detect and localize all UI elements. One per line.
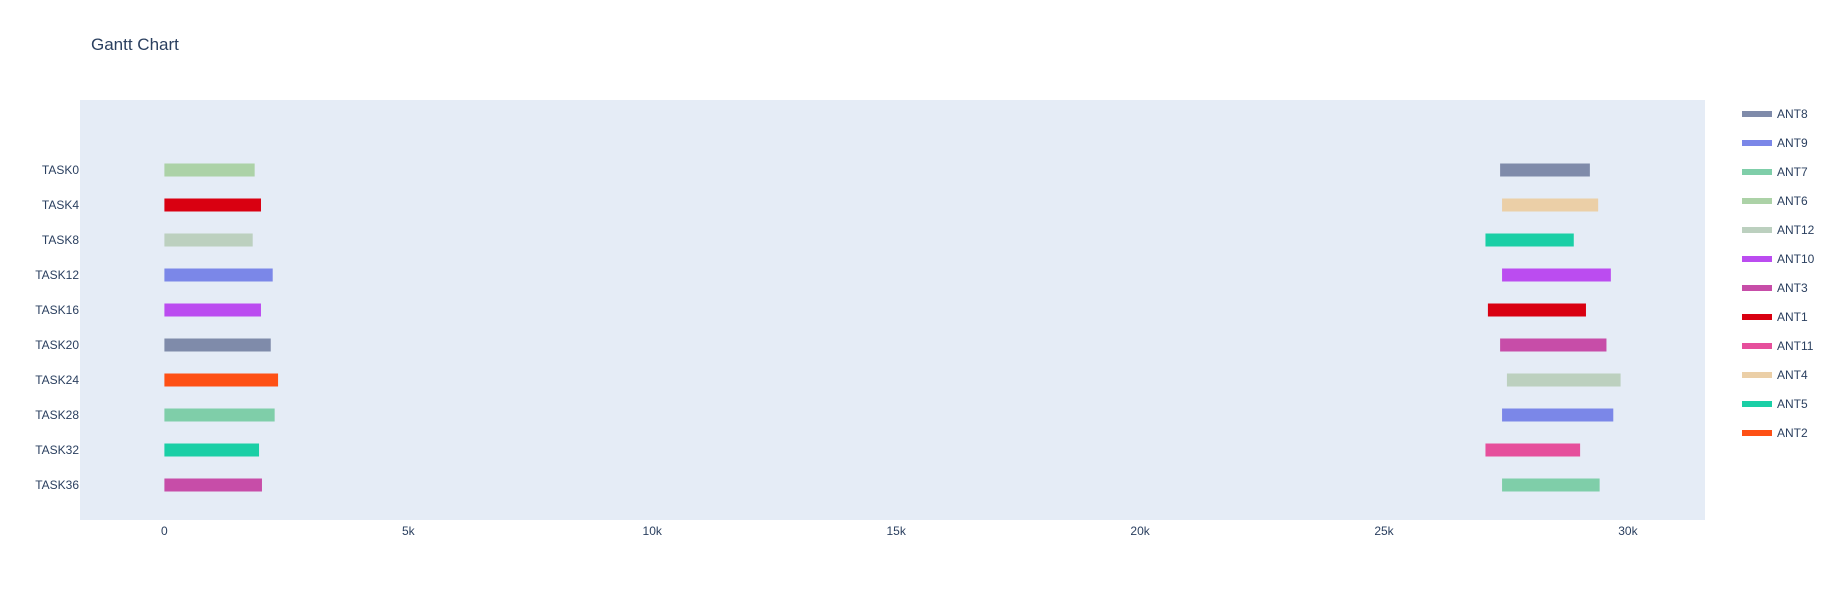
gantt-bar-ant8-task0[interactable] xyxy=(1500,163,1590,177)
gantt-bar-ant3-task20[interactable] xyxy=(1500,338,1607,352)
legend-label: ANT11 xyxy=(1777,339,1814,353)
gantt-bar-ant9-task12[interactable] xyxy=(164,268,273,282)
bar-layer xyxy=(164,163,1621,492)
legend-swatch xyxy=(1742,430,1772,436)
legend-item-ant10[interactable]: ANT10 xyxy=(1742,252,1815,266)
x-tick-label: 0 xyxy=(161,524,168,538)
y-tick-label: TASK24 xyxy=(35,373,79,387)
legend-item-ant6[interactable]: ANT6 xyxy=(1742,194,1808,208)
legend-swatch xyxy=(1742,198,1772,204)
legend-label: ANT4 xyxy=(1777,368,1808,382)
gantt-bar-ant7-task28[interactable] xyxy=(164,408,275,422)
y-tick-label: TASK28 xyxy=(35,408,79,422)
x-tick-label: 30k xyxy=(1618,524,1638,538)
plot-area xyxy=(80,100,1705,520)
legend-item-ant5[interactable]: ANT5 xyxy=(1742,397,1808,411)
legend-item-ant7[interactable]: ANT7 xyxy=(1742,165,1808,179)
legend-swatch xyxy=(1742,227,1772,233)
gantt-bar-ant1-task4[interactable] xyxy=(164,198,261,212)
legend-item-ant12[interactable]: ANT12 xyxy=(1742,223,1815,237)
gantt-bar-ant11-task32[interactable] xyxy=(1485,443,1581,457)
legend-label: ANT3 xyxy=(1777,281,1808,295)
legend-swatch xyxy=(1742,372,1772,378)
legend-label: ANT10 xyxy=(1777,252,1815,266)
legend-label: ANT5 xyxy=(1777,397,1808,411)
legend-item-ant1[interactable]: ANT1 xyxy=(1742,310,1808,324)
legend-swatch xyxy=(1742,314,1772,320)
legend-label: ANT8 xyxy=(1777,107,1808,121)
legend-label: ANT9 xyxy=(1777,136,1808,150)
gantt-bar-ant5-task32[interactable] xyxy=(164,443,260,457)
gantt-bar-ant12-task24[interactable] xyxy=(1506,373,1621,387)
y-tick-label: TASK16 xyxy=(35,303,79,317)
x-axis-ticks: 0 5k 10k 15k 20k 25k 30k xyxy=(161,524,1639,538)
legend-label: ANT7 xyxy=(1777,165,1808,179)
gantt-bar-ant10-task16[interactable] xyxy=(164,303,261,317)
gantt-bar-ant12-task8[interactable] xyxy=(164,233,253,247)
gantt-bar-ant6-task0[interactable] xyxy=(164,163,255,177)
gantt-bar-ant8-task20[interactable] xyxy=(164,338,271,352)
legend-item-ant4[interactable]: ANT4 xyxy=(1742,368,1808,382)
gantt-bar-ant1-task16[interactable] xyxy=(1487,303,1586,317)
gantt-bar-ant4-task4[interactable] xyxy=(1502,198,1599,212)
gantt-bar-ant5-task8[interactable] xyxy=(1485,233,1574,247)
y-tick-label: TASK0 xyxy=(42,163,79,177)
x-tick-label: 5k xyxy=(402,524,416,538)
x-tick-label: 20k xyxy=(1130,524,1150,538)
y-axis-ticks: TASK36 TASK32 TASK28 TASK24 TASK20 TASK16 TASK… xyxy=(35,163,79,492)
legend-swatch xyxy=(1742,343,1772,349)
legend-item-ant11[interactable]: ANT11 xyxy=(1742,339,1814,353)
x-tick-label: 25k xyxy=(1374,524,1394,538)
legend-swatch xyxy=(1742,169,1772,175)
x-tick-label: 10k xyxy=(643,524,663,538)
y-tick-label: TASK32 xyxy=(35,443,79,457)
legend-label: ANT6 xyxy=(1777,194,1808,208)
legend-swatch xyxy=(1742,256,1772,262)
legend-item-ant9[interactable]: ANT9 xyxy=(1742,136,1808,150)
gantt-bar-ant7-task36[interactable] xyxy=(1502,478,1600,492)
y-tick-label: TASK12 xyxy=(35,268,79,282)
legend-swatch xyxy=(1742,140,1772,146)
legend-swatch xyxy=(1742,401,1772,407)
y-tick-label: TASK20 xyxy=(35,338,79,352)
gantt-bar-ant3-task36[interactable] xyxy=(164,478,262,492)
legend-label: ANT12 xyxy=(1777,223,1815,237)
chart-title: Gantt Chart xyxy=(91,35,179,54)
legend-item-ant2[interactable]: ANT2 xyxy=(1742,426,1808,440)
x-tick-label: 15k xyxy=(886,524,906,538)
gantt-bar-ant2-task24[interactable] xyxy=(164,373,279,387)
y-tick-label: TASK4 xyxy=(42,198,79,212)
gantt-bar-ant9-task28[interactable] xyxy=(1502,408,1614,422)
y-tick-label: TASK8 xyxy=(42,233,79,247)
legend-item-ant3[interactable]: ANT3 xyxy=(1742,281,1808,295)
y-tick-label: TASK36 xyxy=(35,478,79,492)
legend-item-ant8[interactable]: ANT8 xyxy=(1742,107,1808,121)
legend-swatch xyxy=(1742,285,1772,291)
legend-label: ANT2 xyxy=(1777,426,1808,440)
legend[interactable]: ANT8 ANT9 ANT7 ANT6 ANT12 ANT10 ANT3 ANT1 ANT11 A… xyxy=(1742,107,1815,440)
legend-label: ANT1 xyxy=(1777,310,1808,324)
legend-swatch xyxy=(1742,111,1772,117)
gantt-bar-ant10-task12[interactable] xyxy=(1502,268,1611,282)
